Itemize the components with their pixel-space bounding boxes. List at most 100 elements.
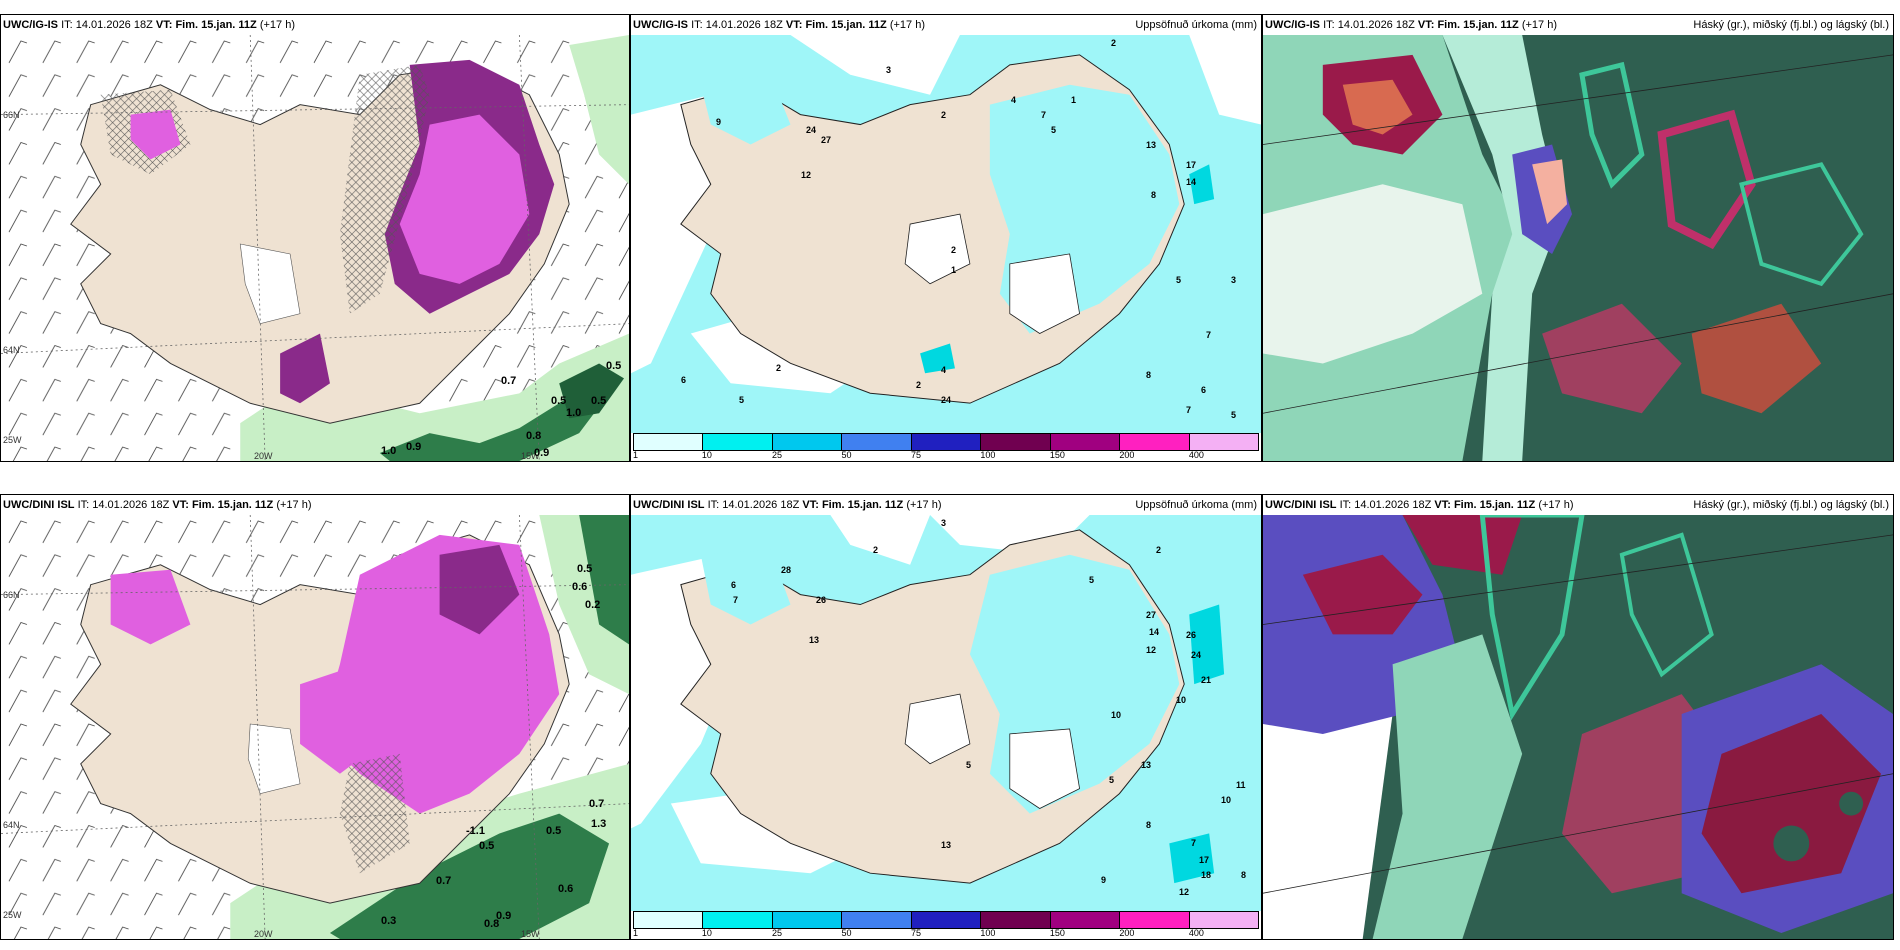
lead-time: (+17 h) — [276, 499, 312, 511]
model-name: UWC/IG-IS — [1265, 19, 1320, 31]
value-label: 0.5 — [546, 825, 562, 837]
value-label: 8 — [1241, 870, 1247, 880]
it-label: IT: — [77, 499, 90, 511]
color-scale: 1 10 25 50 75 100 150 200 400 — [631, 911, 1261, 939]
scale-swatch — [1120, 434, 1190, 450]
panel-r2-mid: UWC/DINI ISL IT: 14.01.2026 18Z VT: Fim.… — [630, 494, 1262, 940]
value-label: 2 — [1111, 38, 1117, 48]
value-label: 1 — [1071, 95, 1077, 105]
scale-tick: 10 — [701, 928, 712, 938]
value-label: 24 — [806, 125, 817, 135]
value-label: 0.5 — [606, 360, 622, 372]
map-title: Uppsöfnuð úrkoma (mm) — [1135, 19, 1257, 31]
value-label: 7 — [1206, 330, 1212, 340]
vt-label: VT: — [172, 499, 189, 511]
it-value: 14.01.2026 18Z — [705, 19, 783, 31]
scale-tick: 1 — [633, 928, 639, 938]
scale-swatch — [981, 912, 1051, 928]
scale-tick: 100 — [980, 450, 996, 460]
value-label: 4 — [941, 365, 947, 375]
value-label: -1.1 — [466, 825, 485, 837]
it-value: 14.01.2026 18Z — [92, 499, 170, 511]
value-label: 1.0 — [566, 407, 582, 419]
scale-tick: 10 — [701, 450, 712, 460]
lat-label-bottom: 64N — [3, 345, 20, 355]
value-label: 13 — [1146, 140, 1157, 150]
value-label: 4 — [1011, 95, 1017, 105]
color-scale-ticks: 1 10 25 50 75 100 150 200 400 — [633, 928, 1259, 939]
value-label: 5 — [966, 760, 972, 770]
map-graphic — [1263, 515, 1893, 939]
lon-label-left: 25W — [3, 435, 22, 445]
map-graphic — [1, 515, 629, 939]
value-label: 7 — [1041, 110, 1047, 120]
scale-tick: 150 — [1049, 450, 1065, 460]
value-label: 9 — [716, 117, 722, 127]
it-label: IT: — [61, 19, 73, 31]
value-label: 27 — [1146, 610, 1157, 620]
value-label: 8 — [1146, 370, 1152, 380]
value-label: 10 — [1221, 795, 1232, 805]
scale-swatch — [1050, 912, 1121, 928]
panel-r2-right: UWC/DINI ISL IT: 14.01.2026 18Z VT: Fim.… — [1262, 494, 1894, 940]
value-label: 0.9 — [406, 441, 422, 453]
value-label: 0.5 — [479, 840, 495, 852]
value-label: 24 — [941, 395, 952, 405]
value-label: 5 — [739, 395, 745, 405]
scale-swatch — [634, 434, 704, 450]
value-label: 6 — [1201, 385, 1207, 395]
scale-swatch — [842, 912, 912, 928]
value-label: 5 — [1231, 410, 1237, 420]
scale-swatch — [911, 912, 982, 928]
value-label: 2 — [873, 545, 879, 555]
value-label: 0.7 — [501, 375, 517, 387]
vt-label: VT: — [1434, 499, 1451, 511]
scale-tick: 50 — [841, 450, 852, 460]
value-label: 13 — [941, 840, 952, 850]
scale-swatch — [703, 434, 773, 450]
vt-label: VT: — [785, 19, 803, 31]
map-precip: 3 2 2 6 7 28 26 13 5 12 27 14 26 24 21 1… — [631, 515, 1261, 911]
value-label: 7 — [1191, 838, 1197, 848]
value-label: 12 — [801, 170, 812, 180]
value-label: 14 — [1149, 627, 1160, 637]
scale-tick: 25 — [771, 450, 782, 460]
scale-tick: 75 — [910, 928, 921, 938]
scale-tick: 100 — [980, 928, 996, 938]
it-value: 14.01.2026 18Z — [75, 19, 153, 31]
it-label: IT: — [691, 19, 703, 31]
value-label: 1.3 — [591, 818, 607, 830]
value-label: 6 — [681, 375, 687, 385]
value-label: 5 — [1089, 575, 1095, 585]
color-scale-ticks: 1 10 25 50 75 100 150 200 400 — [633, 450, 1259, 461]
value-label: 10 — [1176, 695, 1187, 705]
value-label: 8 — [1146, 820, 1152, 830]
value-label: 9 — [1101, 875, 1107, 885]
value-label: 24 — [1191, 650, 1202, 660]
panel-header: UWC/IG-IS IT: 14.01.2026 18Z VT: Fim. 15… — [631, 15, 1261, 35]
scale-swatch — [1120, 912, 1190, 928]
it-value: 14.01.2026 18Z — [722, 499, 800, 511]
map-graphic — [631, 515, 1261, 911]
value-label: 13 — [809, 635, 820, 645]
value-label: 0.2 — [585, 599, 601, 611]
scale-swatch — [772, 912, 843, 928]
lat-label-top: 66N — [3, 590, 20, 600]
lon-label-left: 25W — [3, 910, 22, 920]
lon-label-mid: 20W — [254, 451, 273, 461]
scale-swatch — [1189, 912, 1258, 928]
lead-time: (+17 h) — [259, 19, 296, 31]
map-title: Uppsöfnuð úrkoma (mm) — [1135, 499, 1257, 511]
it-label: IT: — [1339, 499, 1352, 511]
lon-label-right: 15W — [521, 929, 540, 939]
scale-swatch — [842, 434, 912, 450]
value-label: 5 — [1051, 125, 1057, 135]
panel-r1-mid: UWC/IG-IS IT: 14.01.2026 18Z VT: Fim. 15… — [630, 14, 1262, 462]
value-label: 0.7 — [589, 798, 605, 810]
scale-swatch — [703, 912, 773, 928]
model-name: UWC/IG-IS — [3, 19, 58, 31]
value-label: 13 — [1141, 760, 1152, 770]
scale-swatch — [772, 434, 843, 450]
scale-swatch — [1050, 434, 1121, 450]
vt-value: Fim. 15.jan. 11Z — [175, 19, 257, 31]
